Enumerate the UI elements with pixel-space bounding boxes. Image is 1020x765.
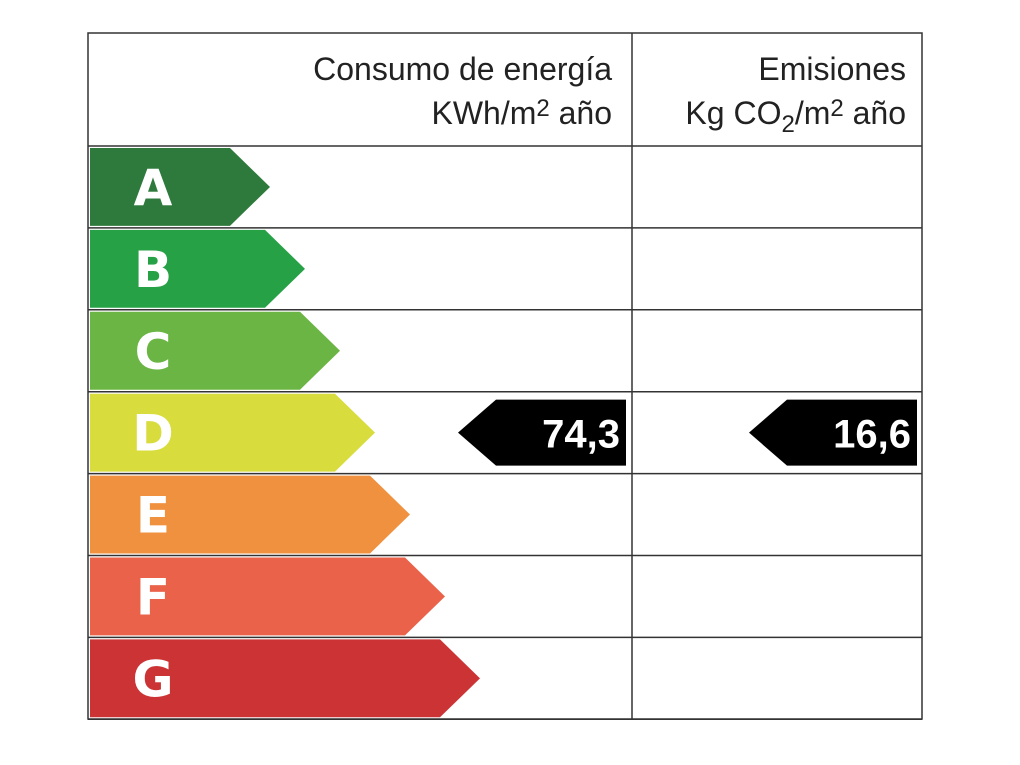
rating-letter: A — [134, 159, 173, 217]
rating-arrow — [90, 557, 445, 636]
emissions-title: Emisiones — [758, 51, 906, 87]
value-arrow — [458, 399, 626, 466]
energy-title: Consumo de energía — [313, 51, 612, 87]
rating-arrow — [90, 475, 410, 554]
unit-part: año — [550, 95, 612, 131]
value-energy: 74,3 — [542, 413, 620, 457]
rating-letter: G — [132, 650, 173, 708]
unit-sub: 2 — [781, 111, 794, 138]
rating-letter: F — [136, 568, 170, 626]
rating-letter: C — [135, 323, 172, 381]
rating-arrow — [90, 148, 270, 226]
rating-arrow — [90, 311, 340, 390]
rating-arrow — [90, 639, 480, 718]
unit-sup: 2 — [830, 95, 843, 122]
value-emissions: 16,6 — [833, 413, 911, 457]
rating-letter: E — [136, 487, 170, 545]
unit-part: Kg CO — [685, 95, 781, 131]
rating-letter: D — [132, 405, 174, 463]
emissions-unit: Kg CO2/m2 año — [685, 95, 906, 138]
unit-sup: 2 — [536, 95, 549, 122]
rating-letter: B — [134, 241, 172, 299]
unit-part: año — [844, 95, 906, 131]
rating-arrow — [90, 393, 375, 472]
value-arrow — [749, 399, 917, 466]
rating-arrow — [90, 229, 305, 308]
unit-part: /m — [795, 95, 831, 131]
unit-part: KWh/m — [431, 95, 536, 131]
energy-unit: KWh/m2 año — [431, 95, 612, 131]
